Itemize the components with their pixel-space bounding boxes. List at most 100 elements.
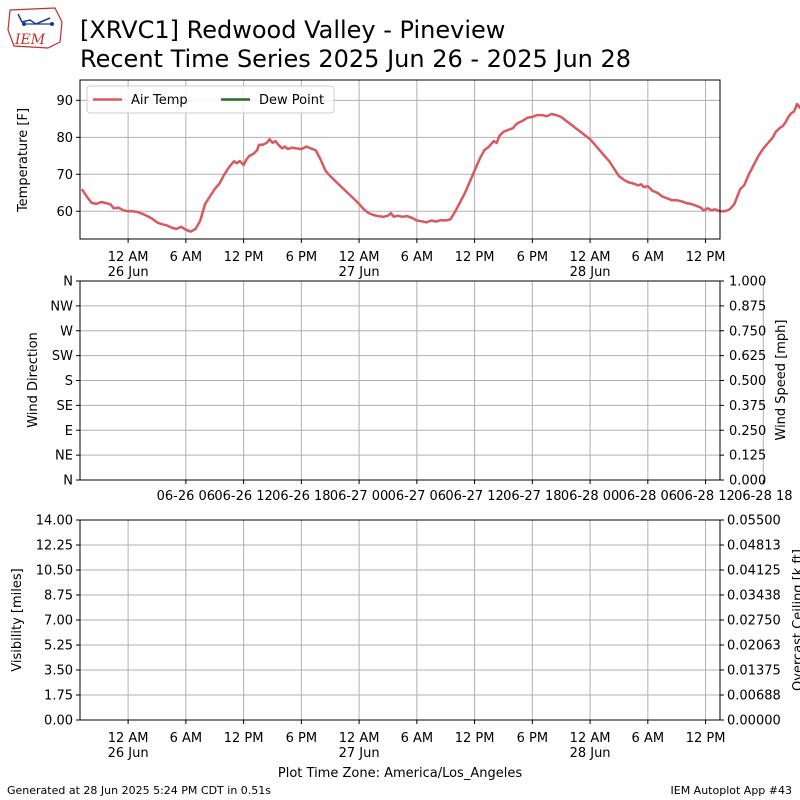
temp-xtick-label: 12 AM [339,250,380,265]
temp-xtick-label: 12 AM [108,250,149,265]
visibility-tick-label: 1.75 [44,689,73,704]
visibility-tick-label: 12.25 [36,539,73,554]
vis-xtick-label: 12 PM [455,731,495,746]
temp-xtick-label: 12 AM [570,250,611,265]
temperature-axis-label: Temperature [F] [16,108,31,213]
ceiling-tick-label: 0.03438 [727,589,781,604]
temp-xtick-label: 12 PM [455,250,495,265]
vis-xtick-date: 28 Jun [570,746,611,761]
ceiling-tick-label: 0.02750 [727,614,781,629]
vis-xtick-label: 12 AM [108,731,149,746]
wind-xtick-label: 06-27 12 [445,489,503,504]
vis-xtick-label: 6 AM [170,731,203,746]
temp-xtick-label: 6 PM [517,250,548,265]
ceiling-tick-label: 0.01375 [727,664,781,679]
wind-direction-tick-label: NW [50,299,73,314]
visibility-tick-label: 7.00 [44,614,73,629]
temp-ytick-label: 60 [56,205,73,220]
visibility-tick-label: 0.00 [44,714,73,729]
temperature-panel-frame [79,79,721,240]
legend: Air Temp Dew Point [86,85,335,114]
series-line-air-temp [80,102,800,233]
temp-xtick-label: 6 PM [286,250,317,265]
wind-xtick-label: 06-28 12 [676,489,734,504]
wind-speed-tick-label: 0.625 [729,349,766,364]
temp-xtick-date: 27 Jun [339,265,380,280]
temp-xtick-label: 12 PM [224,250,264,265]
wind-speed-tick-label: 0.000 [729,474,766,489]
visibility-tick-label: 10.50 [36,564,73,579]
logo-text: IEM [14,32,46,48]
ceiling-tick-label: 0.00000 [727,714,781,729]
wind-xtick-label: 06-27 06 [388,489,446,504]
wind-speed-tick-label: 0.500 [729,374,766,389]
vis-xtick-label: 12 PM [224,731,264,746]
ceiling-tick-label: 0.04125 [727,564,781,579]
wind-speed-tick-label: 0.375 [729,399,766,414]
wind-panel: N NE E SE S SW W NW N 0.000 0.125 0.250 0.375 0.500 0… [26,275,793,505]
vis-xtick-label: 12 AM [339,731,380,746]
iem-logo: IEM [7,7,63,49]
wind-direction-tick-label: E [65,424,73,439]
wind-speed-tick-label: 0.125 [729,449,766,464]
visibility-tick-label: 14.00 [36,514,73,529]
temp-xtick-label: 12 PM [686,250,726,265]
visibility-tick-label: 8.75 [44,589,73,604]
vis-xtick-label: 6 AM [632,731,665,746]
wind-direction-tick-label: W [60,324,73,339]
temp-xtick-label: 6 AM [632,250,665,265]
wind-direction-tick-label: N [63,474,73,489]
wind-speed-tick-label: 0.250 [729,424,766,439]
footer-app: IEM Autoplot App #43 [671,784,793,797]
wind-direction-tick-label: SW [52,349,73,364]
wind-direction-tick-label: N [63,275,73,290]
wind-speed-axis-label: Wind Speed [mph] [774,320,789,441]
wind-direction-tick-label: NE [55,449,73,464]
wind-xtick-label: 06-26 06 [157,489,215,504]
wind-xtick-label: 06-27 00 [330,489,388,504]
title-line-2: Recent Time Series 2025 Jun 26 - 2025 Ju… [80,45,631,73]
wind-xtick-label: 06-27 18 [503,489,561,504]
vis-xtick-date: 27 Jun [339,746,380,761]
wind-direction-tick-label: S [65,374,73,389]
visibility-axis-label: Visibility [miles] [10,568,25,671]
temp-ytick-label: 90 [56,94,73,109]
visibility-tick-label: 5.25 [44,639,73,654]
wind-xtick-label: 06-26 18 [272,489,330,504]
wind-xtick-label: 06-28 00 [561,489,619,504]
vis-xtick-date: 26 Jun [108,746,149,761]
wind-speed-tick-label: 0.750 [729,324,766,339]
wind-direction-axis-label: Wind Direction [26,332,41,428]
legend-dew-point-label: Dew Point [259,93,324,108]
title-line-1: [XRVC1] Redwood Valley - Pineview [80,16,505,44]
ceiling-tick-label: 0.05500 [727,514,781,529]
legend-air-temp-label: Air Temp [131,93,188,108]
vis-xtick-label: 6 PM [286,731,317,746]
wind-speed-tick-label: 1.000 [729,275,766,290]
wind-xtick-label: 06-28 06 [619,489,677,504]
temp-xtick-date: 28 Jun [570,265,611,280]
vis-xtick-label: 6 AM [401,731,434,746]
visibility-tick-label: 3.50 [44,664,73,679]
ceiling-tick-label: 0.04813 [727,539,781,554]
visibility-panel: 0.001.753.505.257.008.7510.5012.2514.00 … [10,514,800,762]
vis-xtick-label: 6 PM [517,731,548,746]
wind-xtick-label: 06-26 12 [214,489,272,504]
footer-generated: Generated at 28 Jun 2025 5:24 PM CDT in … [7,784,271,797]
temp-ytick-label: 80 [56,131,73,146]
vis-xtick-label: 12 AM [570,731,611,746]
wind-direction-tick-label: SE [57,399,73,414]
ceiling-tick-label: 0.02063 [727,639,781,654]
temp-xtick-label: 6 AM [401,250,434,265]
temp-xtick-date: 26 Jun [108,265,149,280]
ceiling-tick-label: 0.00688 [727,689,781,704]
temp-ytick-label: 70 [56,168,73,183]
wind-xtick-label: 06-28 18 [734,489,792,504]
ceiling-axis-label: Overcast Ceiling [k ft] [791,549,800,691]
vis-xtick-label: 12 PM [686,731,726,746]
wind-speed-tick-label: 0.875 [729,299,766,314]
temp-xtick-label: 6 AM [170,250,203,265]
plot-timezone-label: Plot Time Zone: America/Los_Angeles [278,766,522,781]
